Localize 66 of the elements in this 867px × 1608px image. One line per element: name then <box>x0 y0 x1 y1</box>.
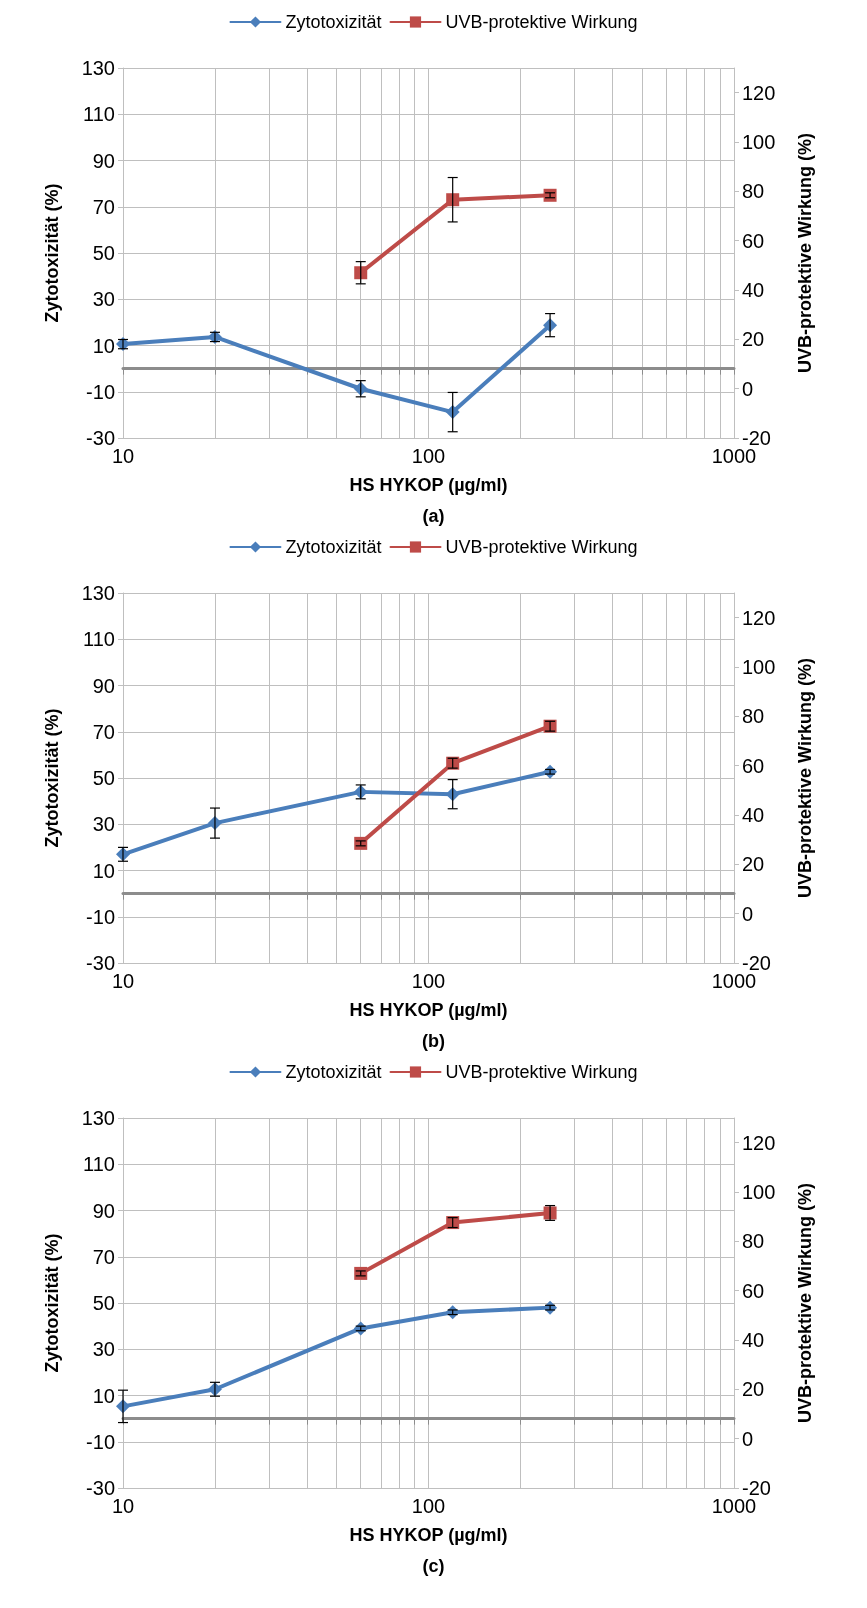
y2-tick-label: 100 <box>742 1181 776 1203</box>
legend-label: Zytotoxizität <box>285 12 382 32</box>
y-tick-label: 50 <box>92 242 115 264</box>
y2-axis-title: UVB-protektive Wirkung (%) <box>795 133 815 373</box>
y-tick-label: 70 <box>92 195 115 218</box>
x-tick-label: 100 <box>411 970 446 992</box>
y2-tick-label: 120 <box>742 1131 776 1154</box>
y2-tick-label: 80 <box>742 1230 765 1253</box>
y-tick-label: 110 <box>83 103 115 126</box>
y-tick-label: 90 <box>92 1199 115 1222</box>
y2-axis-title: UVB-protektive Wirkung (%) <box>795 1183 815 1423</box>
y2-tick-label: 20 <box>742 328 765 351</box>
y2-tick-label: 100 <box>742 656 776 678</box>
y2-tick-label: 60 <box>742 754 765 777</box>
y2-tick-label: 120 <box>742 81 776 104</box>
y-tick-label: 10 <box>92 334 115 357</box>
legend-label: Zytotoxizität <box>285 1062 382 1082</box>
y-tick-label: 70 <box>92 1245 115 1268</box>
y-tick-label: 10 <box>92 859 115 882</box>
y-tick-label: 30 <box>92 288 115 311</box>
y-tick-label: 90 <box>92 674 115 697</box>
y-tick-label: 30 <box>92 1338 115 1361</box>
y2-tick-label: 60 <box>742 1279 765 1302</box>
y-tick-label: 110 <box>83 628 115 651</box>
y-tick-label: 130 <box>81 57 115 79</box>
y-tick-label: 130 <box>81 1107 115 1129</box>
legend-label: UVB-protektive Wirkung <box>445 12 638 32</box>
y2-axis-title: UVB-protektive Wirkung (%) <box>795 658 815 898</box>
x-tick-label: 100 <box>411 1495 446 1517</box>
legend-label: UVB-protektive Wirkung <box>445 537 638 557</box>
y-tick-label: 30 <box>92 813 115 836</box>
text: (c) <box>422 1556 445 1576</box>
y-tick-label: 70 <box>92 720 115 743</box>
x-axis-title: HS HYKOP (µg/ml) <box>349 475 508 495</box>
y2-tick-label: 0 <box>742 377 754 400</box>
y-tick-label: 130 <box>81 582 115 604</box>
y-tick-label: 90 <box>92 149 115 172</box>
y-tick-label: 50 <box>92 1292 115 1314</box>
y2-tick-label: 20 <box>742 853 765 876</box>
y2-tick-label: 0 <box>742 902 754 925</box>
x-axis-title: HS HYKOP (µg/ml) <box>349 1525 508 1545</box>
y2-tick-label: 0 <box>742 1427 754 1450</box>
y2-tick-label: 40 <box>742 804 765 826</box>
y2-tick-label: 80 <box>742 180 765 203</box>
y2-tick-label: 20 <box>742 1378 765 1401</box>
legend-label: UVB-protektive Wirkung <box>445 1062 638 1082</box>
y-tick-label: 10 <box>92 1384 115 1407</box>
y-tick-label: -10 <box>86 905 115 928</box>
x-tick-label: 100 <box>411 445 446 467</box>
y2-tick-label: 100 <box>742 131 776 153</box>
legend-label: Zytotoxizität <box>285 537 382 557</box>
y2-tick-label: 120 <box>742 606 776 629</box>
y2-tick-label: 40 <box>742 279 765 301</box>
y-axis-title: Zytotoxizität (%) <box>42 183 62 323</box>
y-axis-title: Zytotoxizität (%) <box>42 1233 62 1373</box>
x-axis-title: HS HYKOP (µg/ml) <box>349 1000 508 1020</box>
y-axis-title: Zytotoxizität (%) <box>42 708 62 848</box>
text: (a) <box>422 506 445 526</box>
text: (b) <box>422 1031 445 1051</box>
y2-tick-label: 40 <box>742 1329 765 1351</box>
y-tick-label: 110 <box>83 1153 115 1176</box>
y-tick-label: -10 <box>86 1430 115 1453</box>
y2-tick-label: 80 <box>742 705 765 728</box>
y-tick-label: 50 <box>92 767 115 789</box>
y-tick-label: -10 <box>86 380 115 403</box>
y2-tick-label: 60 <box>742 229 765 252</box>
